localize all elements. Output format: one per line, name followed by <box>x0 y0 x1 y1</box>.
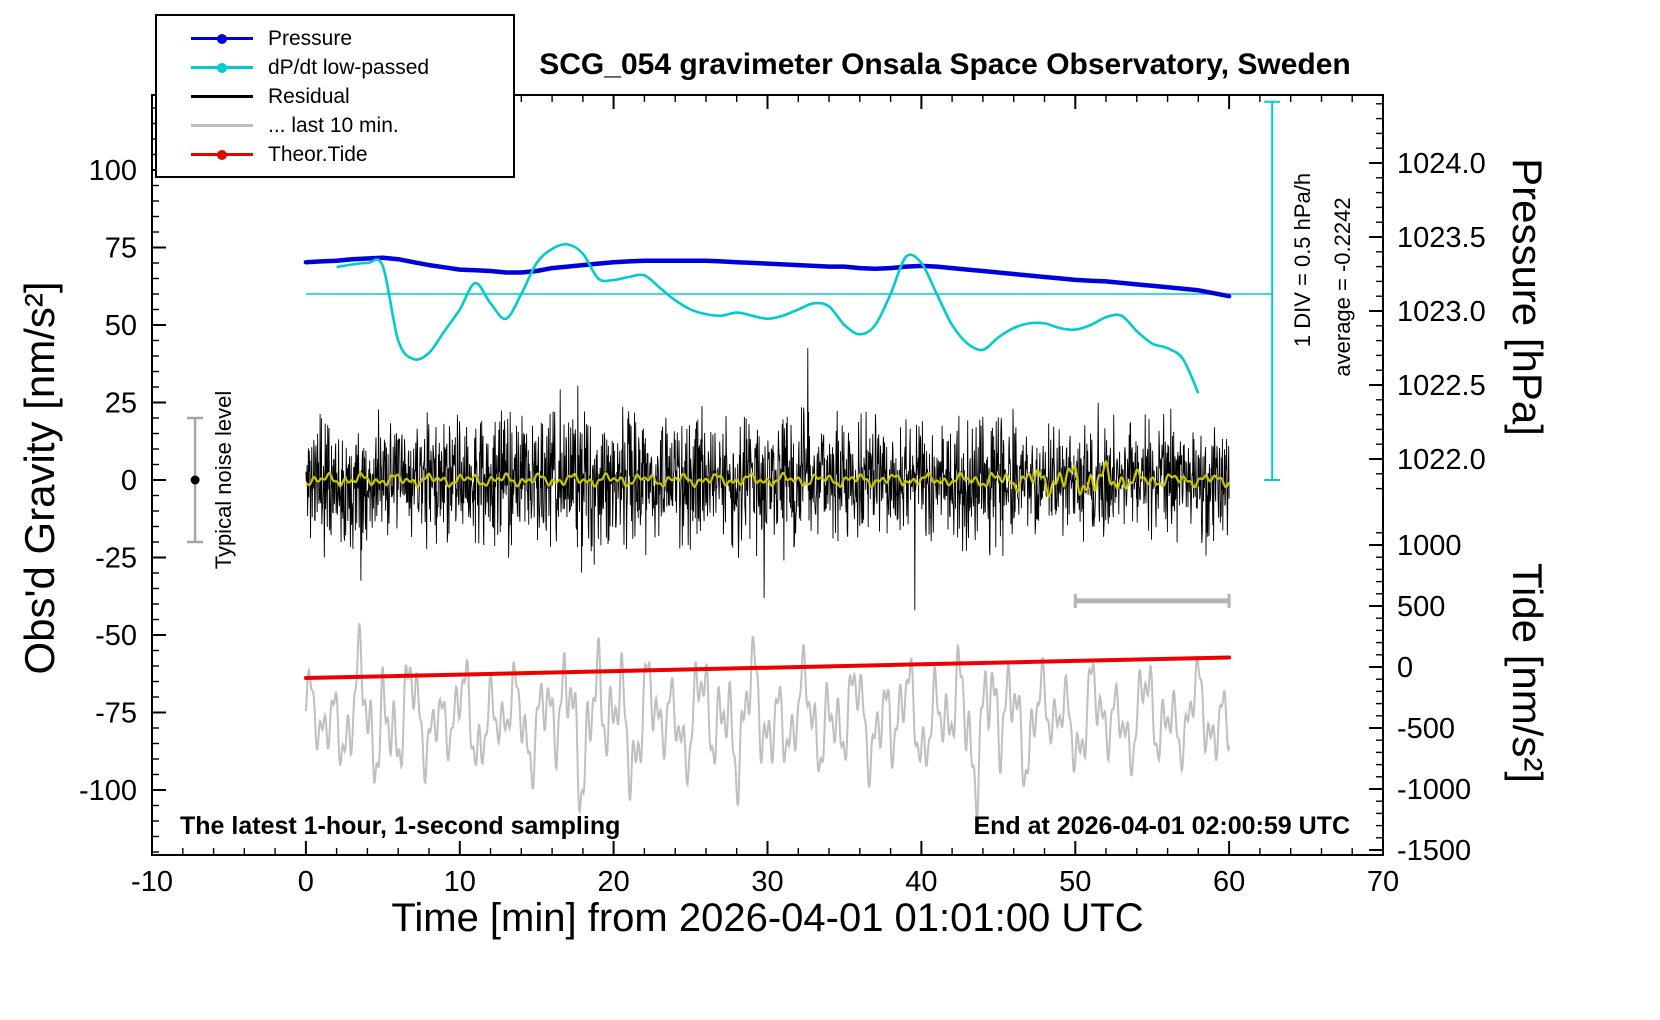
legend-label: Residual <box>268 84 350 108</box>
x-tick-label: 50 <box>1059 866 1091 898</box>
tide-tick-label: -500 <box>1397 713 1455 745</box>
tide-tick-label: 1000 <box>1397 530 1462 562</box>
gravity-tick-label: -75 <box>95 698 137 730</box>
legend-label: dP/dt low-passed <box>268 55 430 79</box>
pressure-tick-label: 1023.5 <box>1397 222 1486 254</box>
legend-line-swatch <box>191 33 253 44</box>
pressure-tick-label: 1024.0 <box>1397 148 1486 180</box>
pressure-tick-label: 1022.0 <box>1397 444 1486 476</box>
gravity-tick-label: -100 <box>79 775 137 807</box>
tide-tick-label: -1500 <box>1397 835 1471 867</box>
legend-line-swatch <box>191 149 253 160</box>
x-tick-label: 10 <box>444 866 476 898</box>
legend-marker-dot <box>217 33 227 44</box>
pressure-tick-label: 1022.5 <box>1397 370 1486 402</box>
legend-label: Pressure <box>268 26 353 50</box>
legend: Pressure dP/dt low-passed Residual ... last… <box>155 14 515 178</box>
x-tick-label: 60 <box>1213 866 1245 898</box>
plot-frame <box>151 94 1384 856</box>
noise-level-annotation: Typical noise level <box>211 390 236 570</box>
legend-item: ... last 10 min. <box>157 111 513 140</box>
x-tick-label: 40 <box>905 866 937 898</box>
legend-label: Theor.Tide <box>268 142 368 166</box>
legend-item: Pressure <box>157 24 513 53</box>
gravity-tick-label: 0 <box>121 465 137 497</box>
axis-ticks <box>151 95 1384 855</box>
gravity-tick-label: 50 <box>105 310 137 342</box>
last10-trace <box>304 623 1231 821</box>
tide-tick-label: 500 <box>1397 591 1445 623</box>
gravity-tick-label: 25 <box>105 388 137 420</box>
tick-labels: -10 0 10 20 30 40 50 60 701007550250-25-50-75-10… <box>79 148 1486 898</box>
gravity-tick-label: 75 <box>105 233 137 265</box>
gravity-axis-label: Obs'd Gravity [nm/s²] <box>16 281 63 675</box>
x-tick-label: -10 <box>131 866 173 898</box>
x-axis-label: Time [min] from 2026-04-01 01:01:00 UTC <box>391 896 1144 940</box>
legend-marker-dot <box>217 62 227 73</box>
tide-axis-label: Tide [nm/s²] <box>1504 562 1551 784</box>
tide-line <box>303 655 1232 680</box>
legend-label: ... last 10 min. <box>268 113 399 137</box>
noise-level-dot <box>190 475 200 485</box>
tide-tick-label: -1000 <box>1397 774 1471 806</box>
gravity-tick-label: -25 <box>95 543 137 575</box>
sampling-note: The latest 1-hour, 1-second sampling <box>180 812 621 840</box>
legend-item: Residual <box>157 82 513 111</box>
gravity-tick-label: -50 <box>95 620 137 652</box>
legend-marker-dot <box>217 149 227 160</box>
pressure-axis-label: Pressure [hPa] <box>1504 158 1551 436</box>
legend-item: dP/dt low-passed <box>157 53 513 82</box>
x-tick-label: 30 <box>751 866 783 898</box>
tide-tick-label: 0 <box>1397 652 1413 684</box>
end-time-note: End at 2026-04-01 02:00:59 UTC <box>973 812 1350 840</box>
dpdt-scale-annotation: 1 DIV = 0.5 hPa/h <box>1290 172 1315 348</box>
legend-items: Pressure dP/dt low-passed Residual ... last… <box>157 24 513 169</box>
legend-line-swatch <box>191 124 253 127</box>
x-tick-label: 20 <box>597 866 629 898</box>
gravity-tick-label: 100 <box>89 155 137 187</box>
legend-line-swatch <box>191 62 253 73</box>
residual-lowpass-trace <box>305 459 1231 498</box>
legend-item: Theor.Tide <box>157 140 513 169</box>
x-tick-label: 0 <box>298 866 314 898</box>
pressure-line <box>303 255 1232 299</box>
page-title: SCG_054 gravimeter Onsala Space Observat… <box>539 48 1351 81</box>
dpdt-average-annotation: average = -0.2242 <box>1330 197 1355 377</box>
pressure-tick-label: 1023.0 <box>1397 296 1486 328</box>
x-tick-label: 70 <box>1367 866 1399 898</box>
dpdt-line <box>336 242 1200 394</box>
legend-line-swatch <box>191 95 253 98</box>
